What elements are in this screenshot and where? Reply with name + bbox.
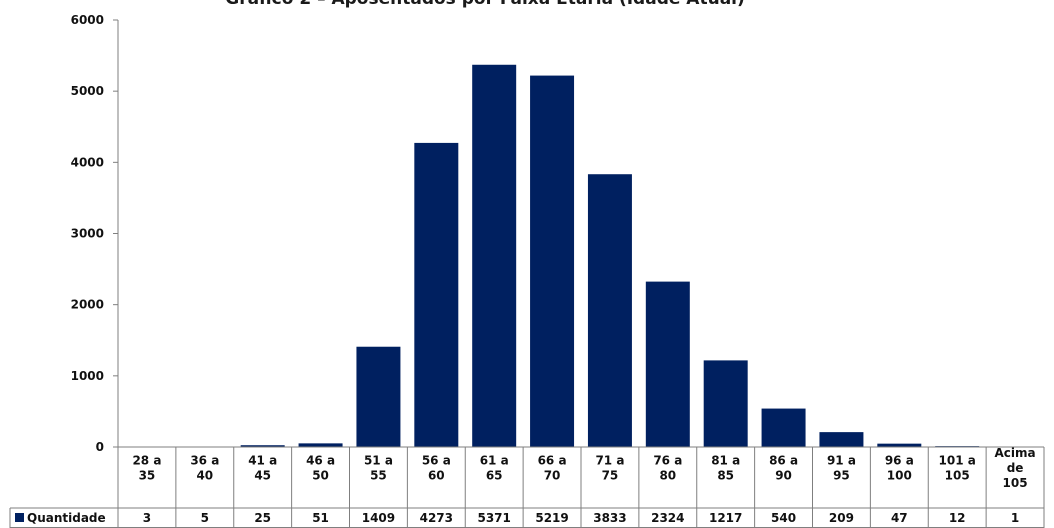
legend-label: Quantidade xyxy=(27,511,106,525)
data-label: 25 xyxy=(254,511,271,525)
bar-81-a-85 xyxy=(703,360,748,447)
y-tick-label: 3000 xyxy=(71,227,104,241)
data-label: 3 xyxy=(143,511,151,525)
legend-swatch xyxy=(15,513,24,522)
data-label: 5 xyxy=(201,511,209,525)
x-tick-label: 101 a 105 xyxy=(939,454,976,483)
data-label: 1217 xyxy=(709,511,742,525)
bar-96-a-100 xyxy=(877,443,922,447)
chart-title: Gráfico 2 – Aposentados por Faixa Etária… xyxy=(225,0,745,9)
x-tick-label: 36 a 40 xyxy=(190,454,219,483)
data-label: 1409 xyxy=(362,511,395,525)
data-table: 28 a 35 36 a 40 41 a 45 46 a 50 51 a 55 56 a 60 61 a… xyxy=(9,446,1045,528)
data-label: 5219 xyxy=(535,511,568,525)
bar-51-a-55 xyxy=(356,346,401,447)
bar-41-a-45 xyxy=(240,445,285,447)
x-tick-label: 66 a 70 xyxy=(538,454,567,483)
x-tick-label: 51 a 55 xyxy=(364,454,393,483)
y-tick-label: 5000 xyxy=(71,84,104,98)
x-tick-label: 46 a 50 xyxy=(306,454,335,483)
y-tick-label: 2000 xyxy=(71,298,104,312)
chart-axes: 0 1000 2000 3000 4000 5000 6000 xyxy=(71,13,119,454)
data-label: 5371 xyxy=(477,511,510,525)
x-tick-label: 86 a 90 xyxy=(769,454,798,483)
x-tick-label: Acima de 105 xyxy=(995,446,1036,490)
bar-61-a-65 xyxy=(472,64,517,448)
x-tick-label: 91 a 95 xyxy=(827,454,856,483)
x-tick-label: 56 a 60 xyxy=(422,454,451,483)
data-label: 47 xyxy=(891,511,908,525)
x-tick-label: 96 a 100 xyxy=(885,454,914,483)
x-tick-label: 81 a 85 xyxy=(711,454,740,483)
bar-46-a-50 xyxy=(298,443,343,447)
data-label: 51 xyxy=(312,511,329,525)
bar-66-a-70 xyxy=(530,75,575,447)
y-tick-label: 6000 xyxy=(71,13,104,27)
x-tick-label: 61 a 65 xyxy=(480,454,509,483)
y-tick-label: 0 xyxy=(96,440,104,454)
chart-bars xyxy=(124,64,1038,448)
bar-56-a-60 xyxy=(414,142,459,447)
data-label: 209 xyxy=(829,511,854,525)
x-tick-label: 41 a 45 xyxy=(248,454,277,483)
data-label: 2324 xyxy=(651,511,684,525)
data-label: 540 xyxy=(771,511,796,525)
bar-71-a-75 xyxy=(587,174,632,447)
data-label: 12 xyxy=(949,511,966,525)
x-tick-label: 71 a 75 xyxy=(595,454,624,483)
bar-86-a-90 xyxy=(761,408,806,447)
y-tick-label: 1000 xyxy=(71,369,104,383)
data-label: 4273 xyxy=(420,511,453,525)
data-label: 1 xyxy=(1011,511,1019,525)
bar-76-a-80 xyxy=(645,281,690,447)
data-label: 3833 xyxy=(593,511,626,525)
y-tick-label: 4000 xyxy=(71,155,104,169)
x-tick-label: 76 a 80 xyxy=(653,454,682,483)
x-tick-label: 28 a 35 xyxy=(132,454,161,483)
bar-91-a-95 xyxy=(819,432,864,447)
